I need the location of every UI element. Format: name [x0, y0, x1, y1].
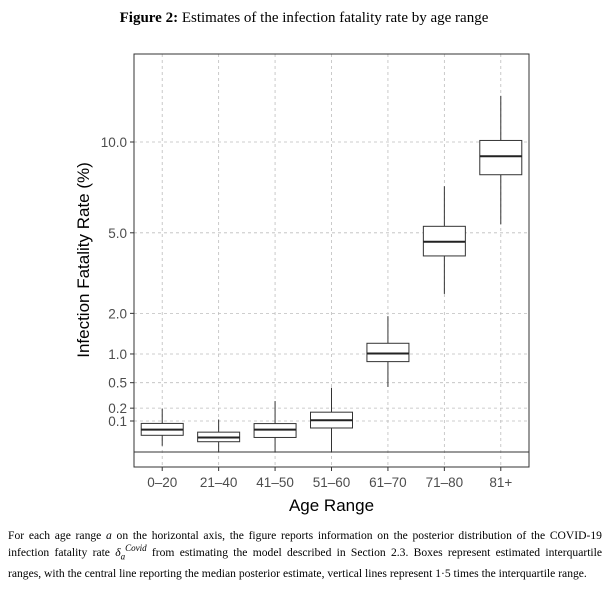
y-tick-label-0.2: 0.2: [108, 401, 127, 416]
y-tick-label-10.0: 10.0: [101, 135, 127, 150]
iqr-box-5: [366, 342, 410, 363]
iqr-box-7: [479, 139, 523, 176]
boxplot-chart: 0.10.2 0.5 1.0 2.0 5.0 10.0 0–20 21–40 41–50 51–6…: [74, 53, 530, 515]
x-tick-label-6: 71–80: [426, 475, 464, 490]
figure-title: Figure 2: Estimates of the infection fat…: [0, 10, 608, 27]
y-axis-title: Infection Fatality Rate (%): [74, 162, 93, 358]
caption-part1: For each age range: [8, 529, 107, 542]
axis-layer: 0.10.2 0.5 1.0 2.0 5.0 10.0 0–20 21–40 41–50 51–6…: [101, 135, 513, 490]
y-tick-label-5.0: 5.0: [108, 226, 127, 241]
caption-var-a: a: [106, 529, 112, 542]
box-layer: [140, 95, 523, 452]
caption-part2: on the horizontal axis, the figure repor…: [8, 529, 602, 559]
caption-part3: from estimating the model described in S…: [8, 546, 603, 581]
y-tick-label-1.0: 1.0: [108, 347, 127, 362]
y-tick-label-2.0: 2.0: [108, 306, 127, 321]
y-tick-label-0.1: 0.1: [108, 414, 127, 429]
figure-label: Figure 2:: [119, 10, 179, 26]
figure-caption: For each age range a on the horizontal a…: [8, 527, 602, 582]
x-tick-label-4: 51–60: [313, 475, 351, 490]
caption-delta-sup: Covid: [125, 543, 147, 554]
x-tick-label-1: 0–20: [147, 475, 177, 490]
x-axis-title: Age Range: [289, 496, 374, 515]
x-tick-label-7: 81+: [489, 475, 512, 490]
x-tick-label-3: 41–50: [256, 475, 294, 490]
x-tick-label-2: 21–40: [200, 475, 238, 490]
x-tick-label-5: 61–70: [369, 475, 407, 490]
caption-delta-sub: a: [120, 551, 126, 562]
caption-delta-symbol: δ: [115, 546, 121, 559]
figure-title-text: Estimates of the infection fatality rate…: [181, 10, 489, 26]
y-tick-label-0.5: 0.5: [108, 376, 127, 391]
